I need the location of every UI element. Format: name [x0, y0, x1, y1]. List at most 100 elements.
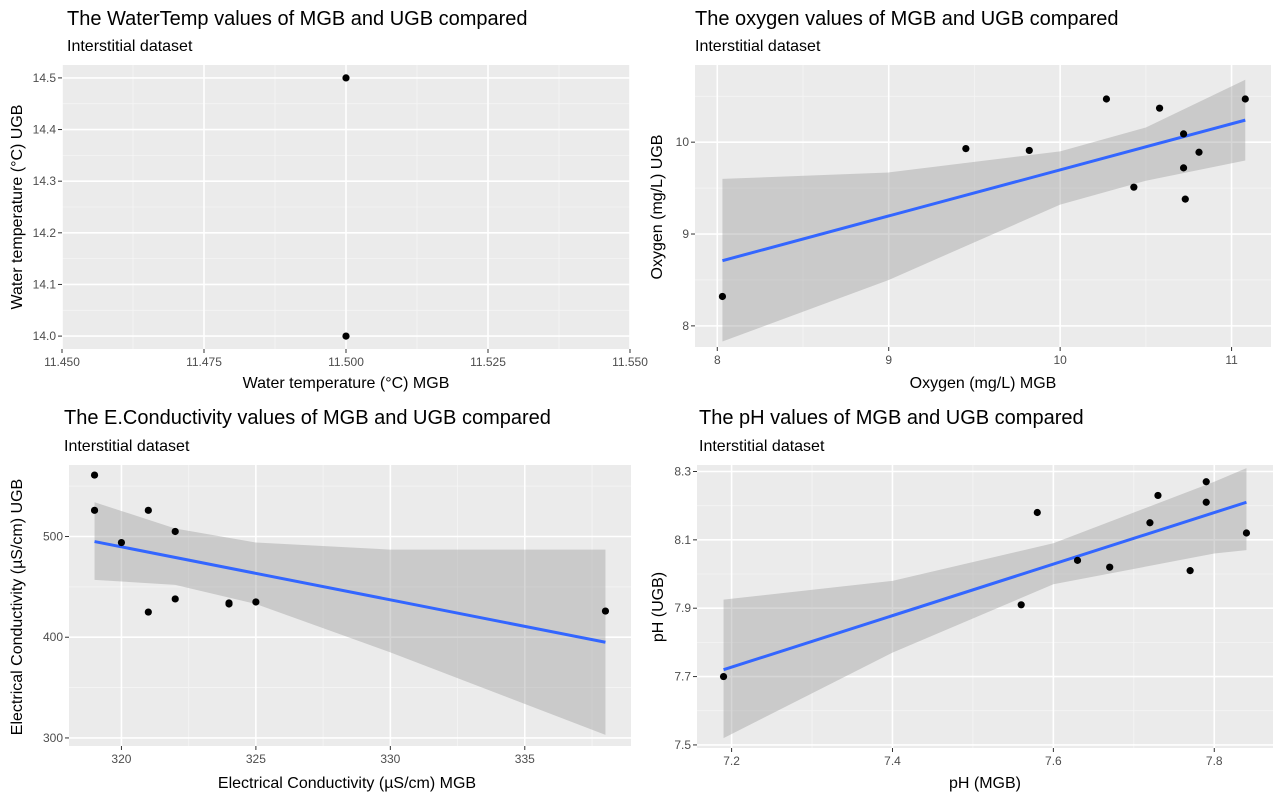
- y-axis-label: Oxygen (mg/L) UGB: [649, 135, 666, 280]
- fit-line: [94, 540, 606, 644]
- y-tick-label: 14.1: [33, 277, 57, 291]
- chart-title: The oxygen values of MGB and UGB compare…: [695, 8, 1119, 30]
- plot-panel: [695, 65, 1271, 347]
- data-point: [1025, 146, 1033, 155]
- x-tick-label: 7.2: [723, 754, 740, 768]
- data-point: [90, 506, 99, 514]
- chart-conductivity: The E.Conductivity values of MGB and UGB…: [9, 407, 631, 792]
- y-tick-label: 8.1: [674, 533, 691, 547]
- data-point: [1195, 148, 1203, 156]
- data-point: [1073, 556, 1082, 564]
- x-tick-label: 335: [515, 752, 535, 766]
- data-point: [1017, 601, 1025, 609]
- data-points: [718, 95, 1249, 301]
- chart-subtitle: Interstitial dataset: [699, 438, 825, 455]
- y-tick-label: 7.9: [674, 601, 691, 615]
- chart-subtitle: Interstitial dataset: [67, 38, 193, 55]
- data-point: [1202, 498, 1210, 506]
- chart-watertemp: The WaterTemp values of MGB and UGB comp…: [9, 8, 648, 392]
- chart-title: The WaterTemp values of MGB and UGB comp…: [67, 8, 528, 30]
- tick-labels: 8 9 10 11 8 9 10: [676, 135, 1238, 367]
- data-point: [601, 607, 610, 615]
- confidence-band-area: [723, 468, 1247, 739]
- gridlines: [695, 65, 1271, 347]
- y-tick-label: 10: [676, 135, 690, 149]
- data-point: [1146, 519, 1154, 527]
- y-tick-label: 8.3: [674, 464, 691, 478]
- data-point: [225, 600, 233, 608]
- data-point: [1242, 529, 1251, 537]
- x-tick-label: 7.6: [1045, 754, 1062, 768]
- x-axis-label: Oxygen (mg/L) MGB: [910, 375, 1057, 392]
- data-point: [1181, 195, 1189, 203]
- y-tick-label: 14.3: [33, 174, 57, 188]
- y-tick-label: 8: [682, 319, 689, 333]
- y-tick-label: 7.5: [674, 738, 691, 752]
- confidence-band-area: [94, 502, 606, 735]
- data-point: [718, 292, 727, 301]
- x-axis-label: pH (MGB): [949, 775, 1021, 792]
- y-tick-label: 14.0: [33, 329, 57, 343]
- data-point: [1106, 563, 1114, 571]
- y-tick-label: 300: [43, 731, 63, 745]
- data-point: [1130, 183, 1138, 191]
- x-tick-label: 11: [1225, 353, 1238, 367]
- data-point: [171, 527, 179, 536]
- y-axis-label: Electrical Conductivity (µS/cm) UGB: [9, 479, 26, 735]
- x-tick-label: 325: [246, 752, 266, 766]
- data-point: [117, 538, 126, 547]
- fit-line: [722, 118, 1246, 263]
- tick-labels: 11.450 11.475 11.500 11.525 11.550 14.0 14.1 14…: [33, 71, 649, 369]
- data-point: [1186, 567, 1194, 575]
- gridlines: [697, 465, 1273, 748]
- x-tick-label: 9: [885, 353, 892, 367]
- data-point: [90, 471, 99, 479]
- data-point: [252, 598, 260, 606]
- x-tick-label: 7.4: [884, 754, 901, 768]
- confidence-band-area: [722, 79, 1246, 342]
- tick-labels: 320 325 330 335 300 400 500: [43, 530, 535, 766]
- confidence-band: [94, 502, 606, 735]
- data-point: [144, 506, 152, 514]
- x-tick-label: 11.525: [470, 355, 506, 369]
- plot-panel: [69, 465, 631, 746]
- x-tick-label: 11.500: [328, 355, 364, 369]
- data-point: [1241, 95, 1249, 103]
- regression-line: [94, 540, 606, 644]
- data-point: [1179, 164, 1188, 172]
- plot-panel: [697, 465, 1273, 748]
- x-axis-label: Water temperature (°C) MGB: [243, 375, 450, 392]
- x-tick-label: 11.475: [186, 355, 222, 369]
- x-tick-label: 330: [380, 752, 400, 766]
- chart-oxygen: The oxygen values of MGB and UGB compare…: [649, 8, 1271, 392]
- data-point: [1179, 130, 1188, 138]
- regression-line: [722, 118, 1246, 263]
- y-axis-label: Water temperature (°C) UGB: [9, 105, 26, 310]
- confidence-band: [722, 79, 1246, 342]
- y-tick-label: 14.4: [33, 123, 57, 137]
- y-tick-label: 14.2: [33, 226, 57, 240]
- y-axis-label: pH (UGB): [650, 572, 667, 642]
- tick-labels: 7.2 7.4 7.6 7.8 7.5 7.7 7.9 8.1 8.3: [674, 464, 1223, 768]
- data-point: [1102, 95, 1111, 103]
- chart-title: The pH values of MGB and UGB compared: [699, 407, 1084, 429]
- chart-subtitle: Interstitial dataset: [695, 38, 821, 55]
- y-tick-label: 500: [43, 530, 63, 544]
- data-points: [719, 478, 1251, 681]
- data-point: [1154, 491, 1162, 500]
- x-tick-label: 11.550: [612, 355, 648, 369]
- data-point: [342, 332, 350, 340]
- x-tick-label: 8: [714, 353, 721, 367]
- data-point: [342, 74, 350, 82]
- fit-line: [723, 500, 1247, 672]
- y-tick-label: 9: [682, 227, 689, 241]
- chart-title: The E.Conductivity values of MGB and UGB…: [64, 407, 551, 429]
- data-point: [1155, 104, 1164, 112]
- confidence-band: [723, 468, 1247, 739]
- data-point: [719, 672, 728, 681]
- x-tick-label: 10: [1053, 353, 1067, 367]
- data-points: [342, 74, 350, 340]
- chart-subtitle: Interstitial dataset: [64, 438, 190, 455]
- data-point: [1202, 478, 1210, 486]
